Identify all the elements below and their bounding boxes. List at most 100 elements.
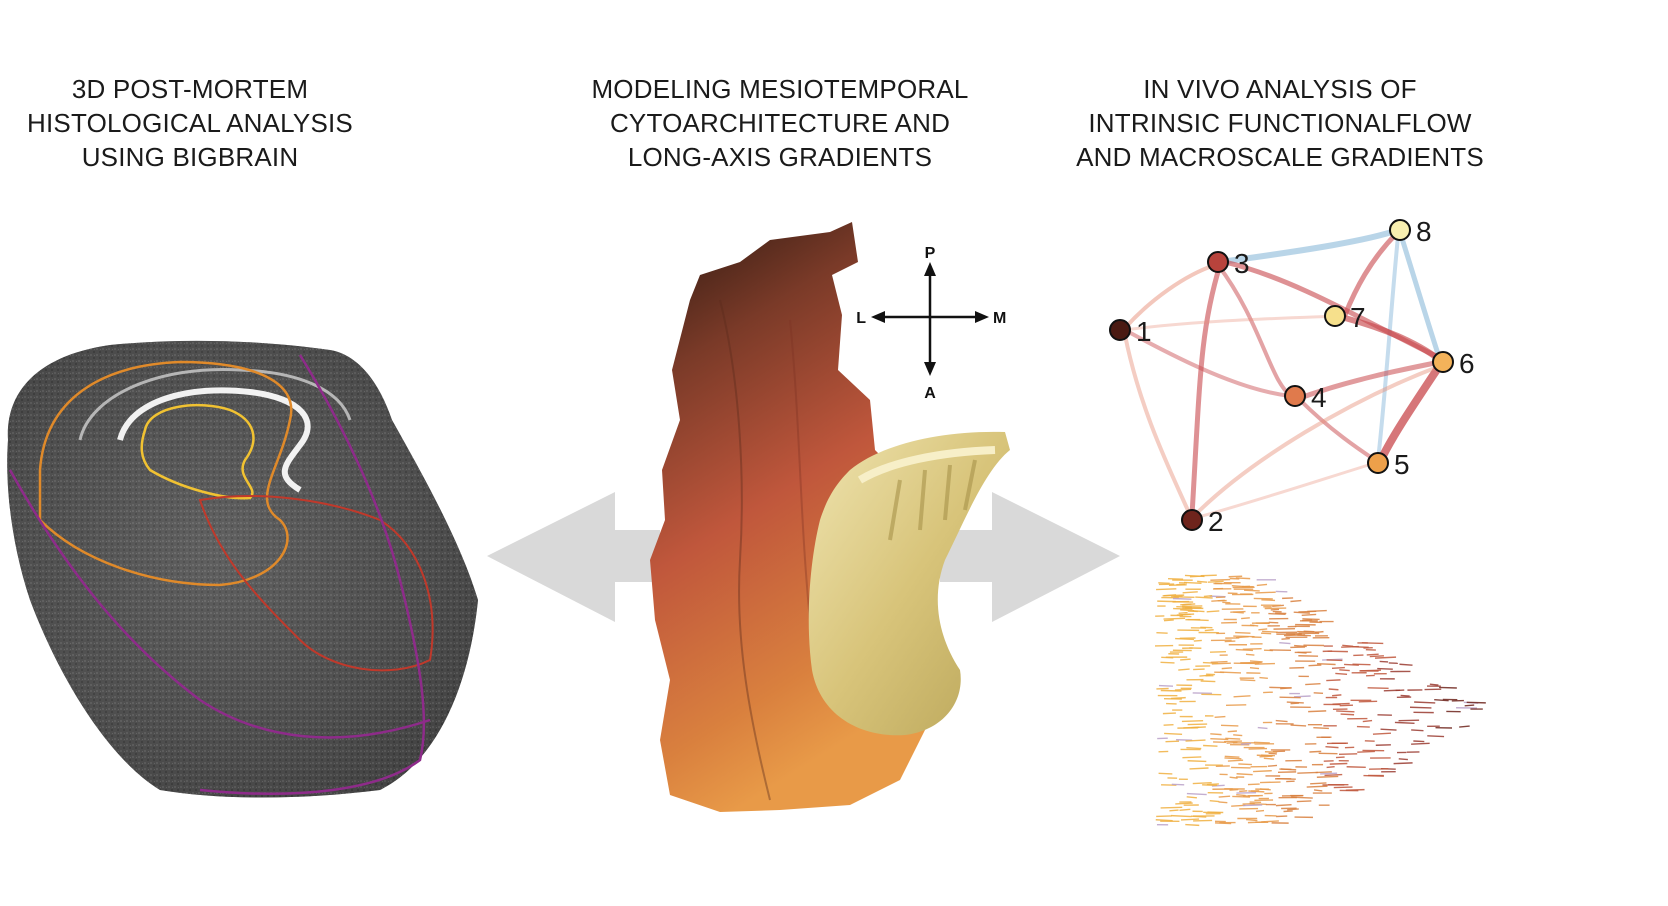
vector-field-arrow xyxy=(1297,771,1318,774)
node-2-label: 2 xyxy=(1208,506,1224,537)
vector-field-arrow xyxy=(1352,646,1369,649)
edge-4-6 xyxy=(1297,359,1443,401)
vector-field-arrow xyxy=(1261,599,1276,602)
vector-field-arrow xyxy=(1210,733,1222,736)
vector-field-arrow xyxy=(1240,679,1256,682)
vector-field-arrow xyxy=(1275,803,1292,807)
vector-field-arrow xyxy=(1393,762,1413,765)
node-4-circle xyxy=(1284,385,1306,407)
vector-field-arrow xyxy=(1466,701,1486,704)
edge-1-7 xyxy=(1123,314,1342,332)
vector-field-arrow xyxy=(1305,682,1321,686)
vector-field-arrow xyxy=(1290,724,1307,727)
vector-field-arrow xyxy=(1175,802,1193,805)
vector-field-arrow xyxy=(1399,663,1413,666)
vector-field-arrow xyxy=(1203,594,1213,598)
vector-field-arrow xyxy=(1221,667,1233,670)
edge-2-5 xyxy=(1193,461,1377,520)
vector-field-arrow xyxy=(1259,788,1271,791)
edge-2-6 xyxy=(1193,364,1442,517)
left-column-title: 3D POST-MORTEM HISTOLOGICAL ANALYSIS USI… xyxy=(0,72,380,174)
vector-field-arrow xyxy=(1176,739,1193,741)
vector-field-arrow xyxy=(1309,750,1322,753)
vector-field-arrow xyxy=(1361,642,1384,645)
vector-field-arrow xyxy=(1236,773,1253,776)
node-2-circle xyxy=(1181,509,1203,531)
vector-field-arrow xyxy=(1254,741,1270,744)
vector-field-arrow xyxy=(1160,806,1183,809)
left-gray-arrow xyxy=(487,492,660,622)
vector-field-arrow xyxy=(1171,814,1192,818)
left-title-line-3: USING BIGBRAIN xyxy=(81,142,299,172)
vector-field-arrow xyxy=(1249,660,1263,663)
vector-field-arrow xyxy=(1344,663,1359,666)
histology-section-image xyxy=(7,340,478,798)
vector-field-arrow xyxy=(1383,689,1401,692)
middle-title-line-1: MODELING MESIOTEMPORAL xyxy=(591,74,969,104)
vector-field-arrow xyxy=(1231,804,1246,807)
vector-field-arrow xyxy=(1331,666,1345,670)
right-arrow-shape xyxy=(940,492,1120,622)
vector-field-arrow xyxy=(1253,770,1272,773)
vector-field-arrow xyxy=(1293,695,1311,698)
vector-field-arrow xyxy=(1374,656,1397,659)
vector-field-arrow xyxy=(1296,800,1312,803)
vector-field-arrow xyxy=(1308,710,1327,713)
vector-field-arrow xyxy=(1332,702,1350,705)
vector-field-arrow xyxy=(1232,795,1251,798)
vector-field-arrow xyxy=(1197,580,1208,583)
vector-field-arrow xyxy=(1335,756,1345,759)
vector-field-arrow xyxy=(1215,822,1232,825)
vector-field-arrow xyxy=(1226,741,1238,744)
vector-field-arrow xyxy=(1156,588,1177,591)
vector-field-arrow xyxy=(1156,631,1168,634)
node-5: 5 xyxy=(1367,449,1410,480)
vector-field-arrow xyxy=(1203,744,1218,747)
vector-field-arrow xyxy=(1328,688,1339,691)
vector-field-arrow xyxy=(1255,591,1276,594)
vector-field-arrow xyxy=(1413,740,1425,743)
vector-field-arrow xyxy=(1181,719,1204,723)
vector-field-arrow xyxy=(1301,613,1317,617)
vector-field-arrow xyxy=(1207,580,1224,583)
vector-field-arrow xyxy=(1325,746,1339,749)
vector-field-arrow xyxy=(1192,781,1212,785)
vector-field-arrow xyxy=(1258,628,1268,631)
vector-field-arrow xyxy=(1316,775,1339,778)
vector-field-arrow xyxy=(1186,746,1202,750)
vector-field-arrow xyxy=(1210,578,1231,581)
vector-field-arrow xyxy=(1310,782,1327,785)
vector-field-arrow xyxy=(1187,760,1207,763)
left-arrow-shape xyxy=(487,492,660,622)
vector-field-arrow xyxy=(1241,617,1250,620)
vector-field-arrow xyxy=(1256,583,1268,587)
vector-field-arrow xyxy=(1326,766,1335,769)
vector-field-arrow xyxy=(1168,584,1187,587)
vector-field-arrow xyxy=(1169,809,1179,812)
vector-field-arrow xyxy=(1279,642,1291,645)
vector-field-arrow xyxy=(1171,595,1183,598)
vector-field-arrow xyxy=(1189,767,1209,770)
node-2: 2 xyxy=(1181,506,1224,537)
vector-field-arrow xyxy=(1427,735,1445,738)
vector-field-arrow xyxy=(1172,597,1192,600)
vector-field-arrow xyxy=(1414,701,1436,704)
vector-field-arrow xyxy=(1180,603,1196,606)
vector-field-arrow xyxy=(1294,644,1307,648)
vector-field-arrow xyxy=(1326,679,1341,682)
vector-field-arrow xyxy=(1308,664,1322,667)
vector-field-arrow xyxy=(1320,772,1338,775)
node-7-circle xyxy=(1324,305,1346,327)
vector-field-arrow xyxy=(1187,723,1208,726)
vector-field-arrow xyxy=(1233,695,1251,698)
vector-field-arrow xyxy=(1214,715,1226,718)
vector-field-arrow xyxy=(1297,630,1319,633)
vector-field-arrow xyxy=(1226,704,1247,707)
vector-field-arrow xyxy=(1195,596,1213,599)
right-column-title: IN VIVO ANALYSIS OF INTRINSIC FUNCTIONAL… xyxy=(1070,72,1490,174)
vector-field-arrow xyxy=(1240,742,1252,746)
vector-field-arrow xyxy=(1335,672,1348,676)
left-title-line-1: 3D POST-MORTEM xyxy=(71,74,309,104)
node-6: 6 xyxy=(1432,348,1475,379)
